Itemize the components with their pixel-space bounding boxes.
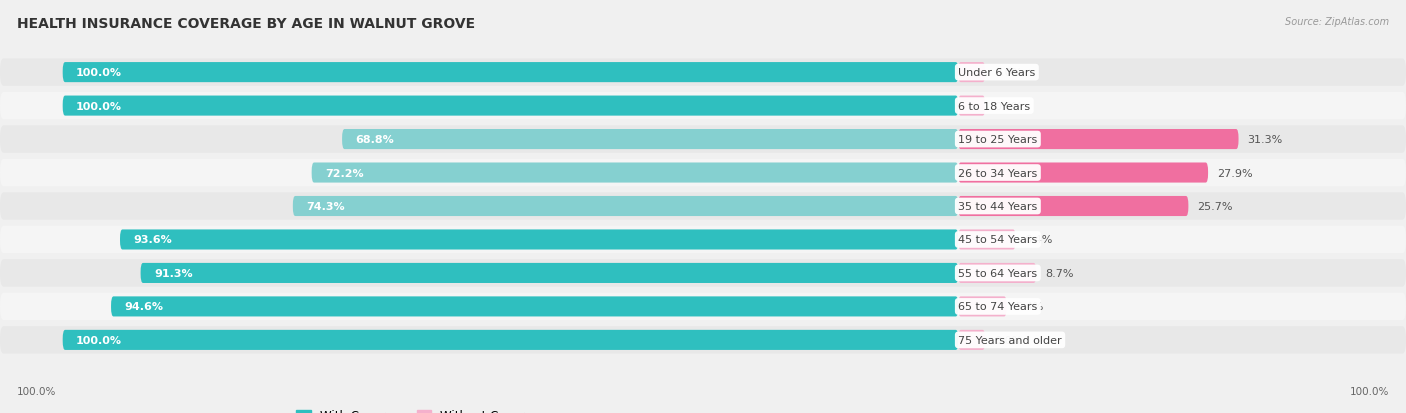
Text: 5.4%: 5.4% — [1015, 301, 1043, 312]
Text: 45 to 54 Years: 45 to 54 Years — [959, 235, 1038, 245]
Text: 100.0%: 100.0% — [76, 335, 122, 345]
FancyBboxPatch shape — [0, 226, 1406, 254]
FancyBboxPatch shape — [959, 63, 986, 83]
FancyBboxPatch shape — [0, 260, 1406, 287]
Text: 55 to 64 Years: 55 to 64 Years — [959, 268, 1038, 278]
FancyBboxPatch shape — [0, 126, 1406, 153]
FancyBboxPatch shape — [959, 197, 1188, 216]
Text: 31.3%: 31.3% — [1247, 135, 1282, 145]
FancyBboxPatch shape — [959, 230, 1015, 250]
Text: 72.2%: 72.2% — [325, 168, 364, 178]
Text: 65 to 74 Years: 65 to 74 Years — [959, 301, 1038, 312]
FancyBboxPatch shape — [312, 163, 959, 183]
Text: 0.0%: 0.0% — [994, 101, 1022, 112]
Text: 100.0%: 100.0% — [1350, 387, 1389, 396]
FancyBboxPatch shape — [0, 93, 1406, 120]
FancyBboxPatch shape — [141, 263, 959, 283]
Legend: With Coverage, Without Coverage: With Coverage, Without Coverage — [291, 404, 553, 413]
FancyBboxPatch shape — [0, 293, 1406, 320]
FancyBboxPatch shape — [63, 96, 959, 116]
Text: 74.3%: 74.3% — [307, 202, 344, 211]
Text: 75 Years and older: 75 Years and older — [959, 335, 1062, 345]
FancyBboxPatch shape — [0, 193, 1406, 220]
Text: 100.0%: 100.0% — [17, 387, 56, 396]
Text: 27.9%: 27.9% — [1218, 168, 1253, 178]
FancyBboxPatch shape — [959, 263, 1036, 283]
FancyBboxPatch shape — [959, 163, 1208, 183]
Text: 25.7%: 25.7% — [1198, 202, 1233, 211]
Text: Under 6 Years: Under 6 Years — [959, 68, 1035, 78]
FancyBboxPatch shape — [120, 230, 959, 250]
Text: 93.6%: 93.6% — [134, 235, 172, 245]
Text: 6.4%: 6.4% — [1025, 235, 1053, 245]
Text: 100.0%: 100.0% — [76, 101, 122, 112]
FancyBboxPatch shape — [111, 297, 959, 317]
Text: 35 to 44 Years: 35 to 44 Years — [959, 202, 1038, 211]
Text: HEALTH INSURANCE COVERAGE BY AGE IN WALNUT GROVE: HEALTH INSURANCE COVERAGE BY AGE IN WALN… — [17, 17, 475, 31]
Text: 26 to 34 Years: 26 to 34 Years — [959, 168, 1038, 178]
FancyBboxPatch shape — [0, 159, 1406, 187]
Text: 68.8%: 68.8% — [356, 135, 394, 145]
FancyBboxPatch shape — [0, 326, 1406, 354]
Text: 94.6%: 94.6% — [125, 301, 163, 312]
Text: 6 to 18 Years: 6 to 18 Years — [959, 101, 1031, 112]
Text: 8.7%: 8.7% — [1045, 268, 1074, 278]
FancyBboxPatch shape — [342, 130, 959, 150]
Text: 0.0%: 0.0% — [994, 68, 1022, 78]
Text: 19 to 25 Years: 19 to 25 Years — [959, 135, 1038, 145]
FancyBboxPatch shape — [292, 197, 959, 216]
FancyBboxPatch shape — [0, 59, 1406, 87]
FancyBboxPatch shape — [959, 330, 986, 350]
FancyBboxPatch shape — [959, 96, 986, 116]
Text: 91.3%: 91.3% — [155, 268, 193, 278]
FancyBboxPatch shape — [959, 130, 1239, 150]
Text: 0.0%: 0.0% — [994, 335, 1022, 345]
FancyBboxPatch shape — [959, 297, 1007, 317]
Text: 100.0%: 100.0% — [76, 68, 122, 78]
FancyBboxPatch shape — [63, 330, 959, 350]
FancyBboxPatch shape — [63, 63, 959, 83]
Text: Source: ZipAtlas.com: Source: ZipAtlas.com — [1285, 17, 1389, 26]
